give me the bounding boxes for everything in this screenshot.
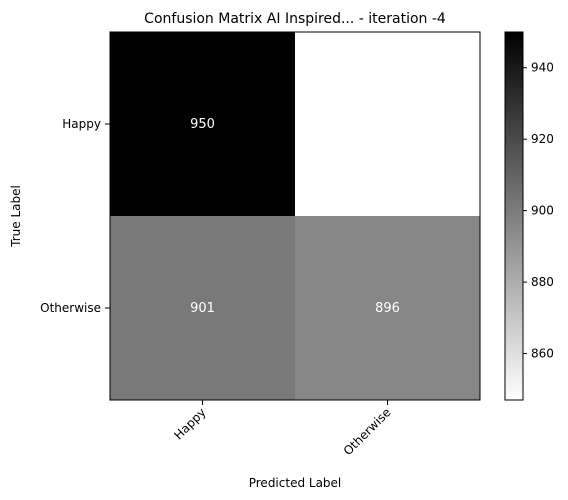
colorbar-tick-label: 940 — [531, 61, 554, 75]
colorbar-ticks: 860 880 900 920 940 — [523, 61, 554, 361]
x-axis-label: Predicted Label — [249, 476, 342, 490]
cell-value-label: 901 — [190, 301, 215, 316]
x-tick-label: Happy — [171, 405, 208, 442]
y-axis-label: True Label — [9, 185, 23, 248]
heatmap-cell — [110, 32, 295, 216]
colorbar-tick-label: 860 — [531, 347, 554, 361]
chart-title: Confusion Matrix AI Inspired... - iterat… — [144, 11, 446, 27]
colorbar-tick-label: 880 — [531, 275, 554, 289]
colorbar — [504, 31, 524, 401]
heatmap-cell — [295, 216, 480, 400]
heatmap-cells: 950 901 896 — [110, 32, 480, 400]
y-tick-label: Otherwise — [40, 301, 101, 315]
colorbar-tick-label: 900 — [531, 204, 554, 218]
plot-frame — [109, 31, 481, 401]
cell-value-label: 950 — [190, 117, 215, 132]
heatmap-cell — [110, 216, 295, 400]
heatmap-cell — [295, 32, 480, 216]
y-axis-ticks: Happy Otherwise — [40, 117, 110, 315]
cell-value-label: 896 — [375, 301, 400, 316]
x-axis-ticks: Happy Otherwise — [171, 400, 394, 458]
x-tick-label: Otherwise — [341, 405, 394, 458]
colorbar-tick-label: 920 — [531, 132, 554, 146]
y-tick-label: Happy — [62, 117, 101, 131]
